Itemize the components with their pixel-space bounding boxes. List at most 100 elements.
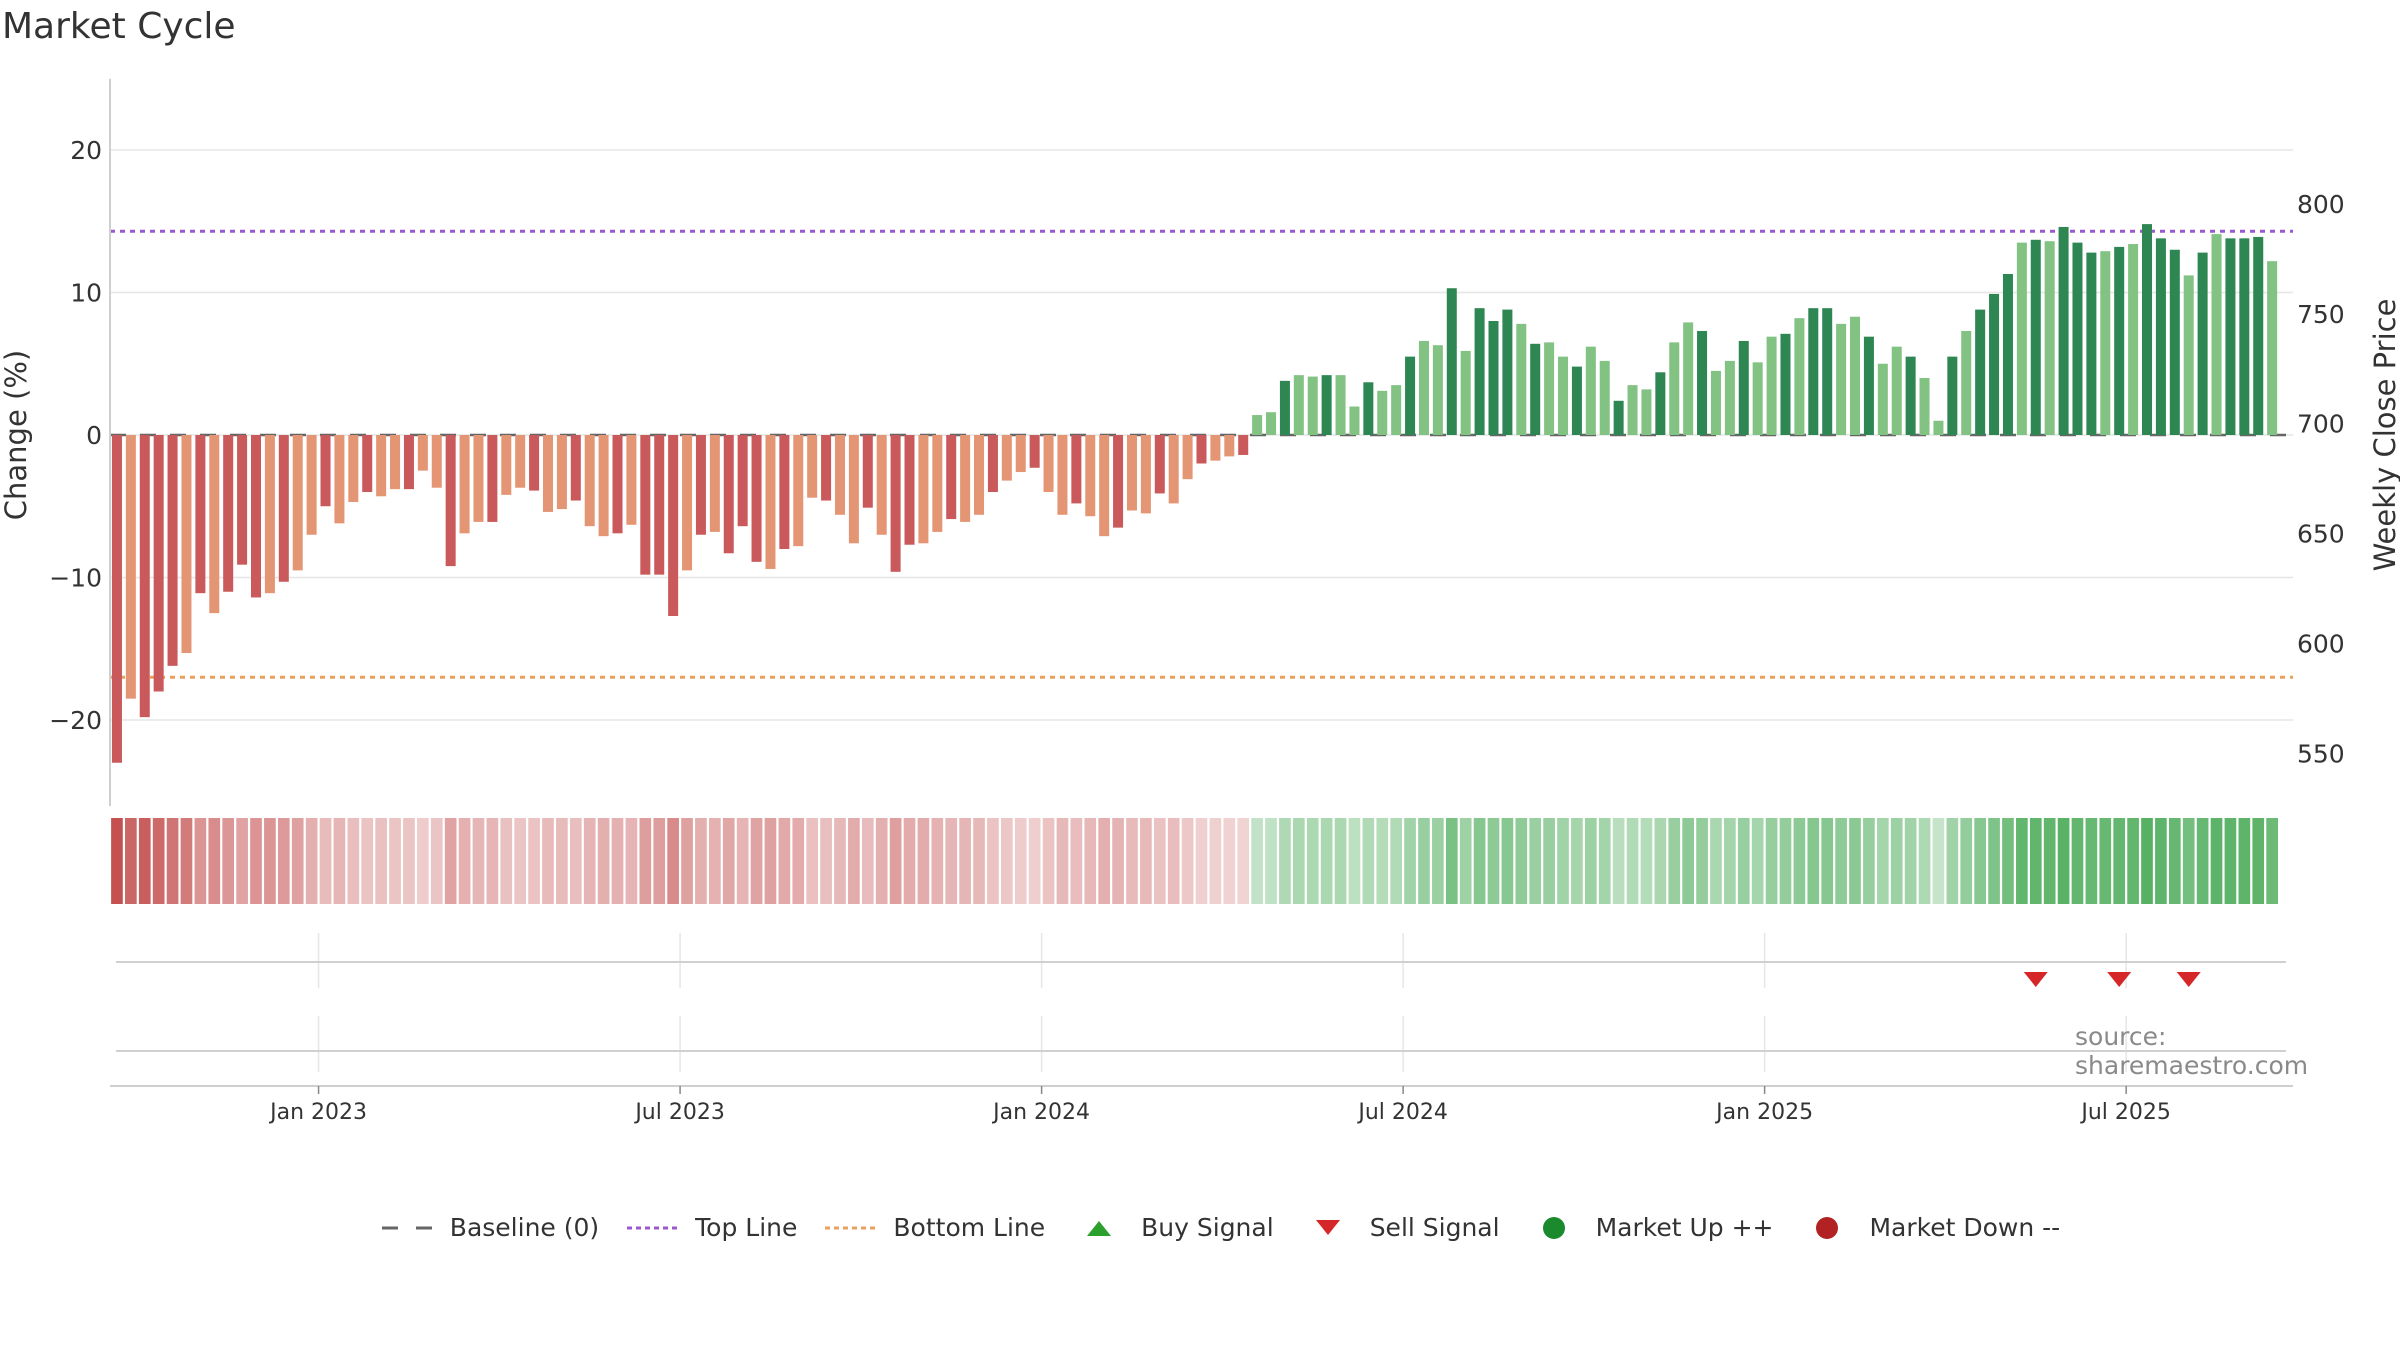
change-bar: [250, 435, 262, 598]
heat-cell: [987, 818, 999, 904]
heat-cell: [806, 818, 819, 904]
change-bar: [1279, 380, 1290, 435]
change-bar: [1669, 342, 1680, 435]
heat-cell: [1014, 818, 1027, 904]
change-bar: [1919, 378, 1930, 435]
change-bar: [1196, 435, 1207, 464]
change-bar: [1488, 321, 1499, 435]
change-bar: [640, 435, 651, 575]
change-bar: [765, 435, 776, 569]
legend-item-market-down: Market Down --: [1799, 1213, 2060, 1242]
change-bar: [890, 435, 901, 572]
change-bar: [153, 435, 164, 692]
change-bar: [542, 435, 553, 512]
heat-cell: [1376, 818, 1389, 904]
heat-cell: [1126, 818, 1138, 904]
change-bar: [1001, 435, 1012, 481]
heat-cell: [1445, 818, 1458, 904]
y-right-tick-label: 550: [2297, 739, 2345, 768]
heat-cell: [2155, 818, 2167, 904]
change-bar: [1321, 375, 1332, 435]
heat-cell: [389, 818, 401, 904]
change-bar: [306, 435, 317, 535]
change-bar: [431, 435, 442, 488]
heat-cell: [1084, 818, 1097, 904]
heat-cell: [945, 818, 958, 904]
change-bar: [556, 435, 567, 510]
heat-cell: [472, 818, 485, 904]
change-bar: [1182, 435, 1193, 480]
change-bar: [2211, 234, 2222, 435]
heat-cell: [1223, 818, 1236, 904]
heat-cell: [542, 818, 554, 904]
heat-cell: [1765, 818, 1778, 904]
change-bar: [487, 435, 498, 522]
change-bar: [821, 435, 832, 501]
heat-cell: [1668, 818, 1681, 904]
heat-cell: [1626, 818, 1639, 904]
change-bar: [2183, 275, 2194, 435]
heat-cell: [1974, 818, 1986, 904]
y-right-tick-label: 600: [2297, 629, 2345, 658]
heat-cell: [152, 818, 165, 904]
heat-cell: [2266, 818, 2278, 904]
change-bar: [1850, 316, 1861, 435]
change-bar: [362, 435, 373, 492]
change-bar: [376, 435, 387, 497]
change-bar: [403, 435, 414, 490]
legend-item-buy-signal: Buy Signal: [1071, 1213, 1274, 1242]
heat-cell: [1292, 818, 1305, 904]
heat-cell: [750, 818, 763, 904]
heat-cell: [1153, 818, 1166, 904]
heat-cell: [1612, 818, 1625, 904]
change-bar: [793, 435, 804, 547]
change-bar: [1655, 372, 1666, 435]
heat-cell: [959, 818, 971, 904]
heat-cell: [1584, 818, 1597, 904]
change-bar: [501, 435, 512, 495]
y-left-tick-label: −10: [49, 564, 102, 593]
change-bar: [1724, 360, 1735, 435]
heat-strip: [111, 818, 2278, 904]
heat-cell: [1793, 818, 1806, 904]
change-bar: [1641, 389, 1652, 435]
heat-cell: [778, 818, 791, 904]
heat-cell: [792, 818, 805, 904]
heat-cell: [1737, 818, 1750, 904]
heat-cell: [236, 818, 248, 904]
change-bar: [668, 435, 679, 616]
change-bar: [529, 435, 540, 491]
change-bar: [417, 435, 428, 471]
y-left-axis-label: Change (%): [0, 350, 33, 520]
change-bar: [1307, 376, 1318, 435]
heat-cell: [1960, 818, 1973, 904]
heat-cell: [1863, 818, 1875, 904]
heat-cell: [1362, 818, 1375, 904]
heat-cell: [1459, 818, 1472, 904]
change-bar: [1029, 435, 1040, 468]
heat-cell: [639, 818, 652, 904]
heat-cell: [709, 818, 721, 904]
change-bar: [695, 435, 706, 535]
heat-cell: [875, 818, 888, 904]
change-bar: [1697, 330, 1708, 435]
change-bar: [2128, 244, 2139, 435]
change-bar: [1836, 323, 1847, 435]
change-bar: [1613, 400, 1624, 435]
change-bar: [2030, 239, 2041, 435]
change-bar: [1349, 406, 1360, 435]
source-credit: source: sharemaestro.com: [2075, 1022, 2309, 1080]
heat-cell: [1807, 818, 1820, 904]
change-bar: [390, 435, 401, 490]
signal-panel: [116, 961, 2286, 1052]
heat-cell: [1529, 818, 1542, 904]
change-bar: [1154, 435, 1165, 494]
change-bar: [1043, 435, 1054, 492]
change-bar: [834, 435, 845, 515]
heat-cell: [250, 818, 262, 904]
change-bar: [1933, 420, 1944, 435]
heat-cell: [1167, 818, 1180, 904]
market-down-legend-icon: [1799, 1216, 1855, 1240]
heat-cell: [166, 818, 179, 904]
heat-cell: [695, 818, 707, 904]
